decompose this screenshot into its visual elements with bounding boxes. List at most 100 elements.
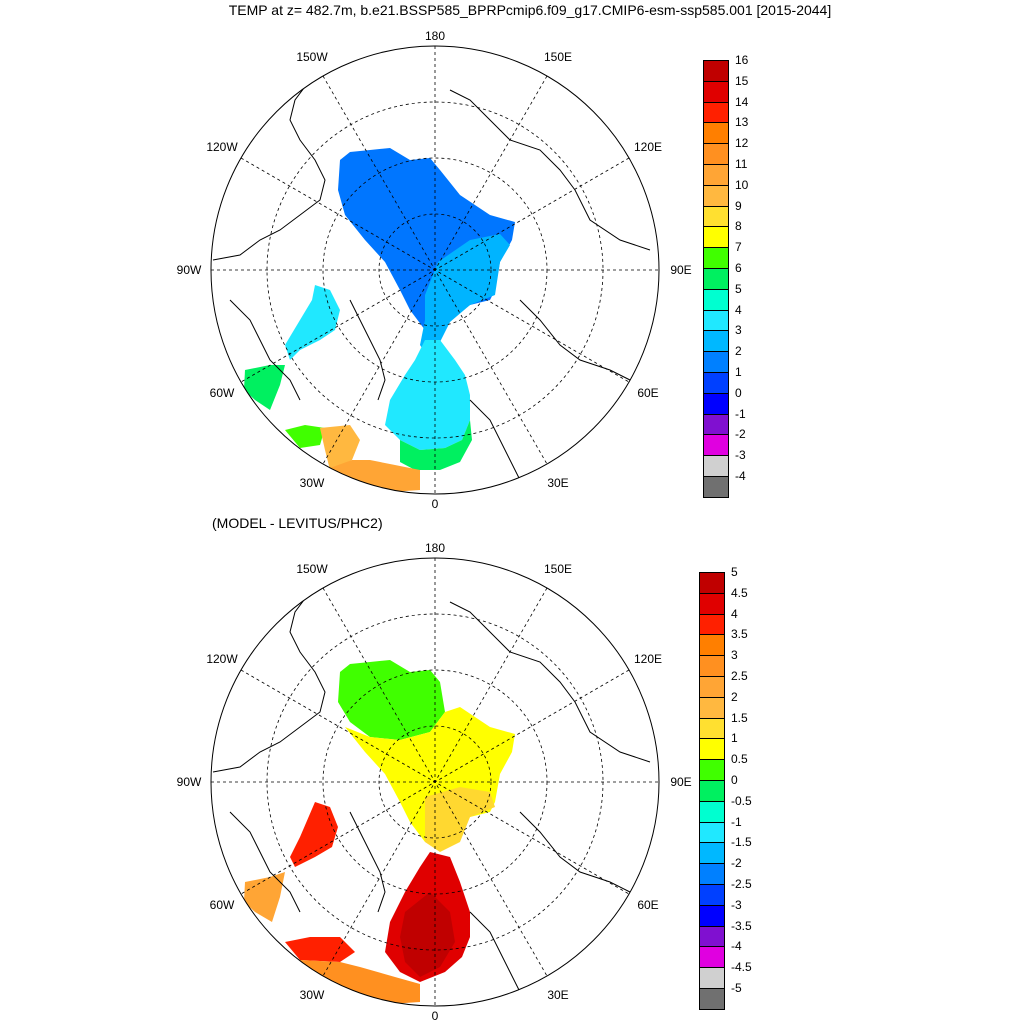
nordic-seas-warm — [400, 420, 472, 470]
canada-basin-green — [338, 660, 445, 740]
labrador-orange — [244, 872, 285, 922]
colorbar-swatch — [699, 613, 725, 636]
longitude-label: 150W — [296, 50, 328, 64]
colorbar-label: 5 — [735, 281, 742, 296]
colorbar-label: 1 — [731, 731, 738, 746]
colorbar-swatch — [703, 80, 729, 103]
colorbar-label: 14 — [735, 94, 749, 109]
longitude-label: 0 — [432, 497, 439, 511]
colorbar-swatch — [699, 904, 725, 927]
colorbar-swatch — [699, 884, 725, 906]
colorbar-swatch — [703, 60, 729, 82]
longitude-label: 120W — [206, 652, 238, 666]
colorbar-label: -1.5 — [731, 835, 752, 850]
colorbar-swatch — [703, 288, 729, 311]
colorbar-label: 7 — [735, 240, 742, 255]
colorbar-swatch — [699, 572, 725, 594]
colorbar-swatch — [699, 738, 725, 761]
nordic-seas-region — [385, 340, 470, 450]
colorbar-label: 2 — [735, 344, 742, 359]
colorbar-label: 6 — [735, 261, 742, 275]
longitude-label: 180 — [425, 29, 445, 43]
colorbar-label: -3 — [731, 897, 742, 912]
longitude-label: 120E — [634, 140, 662, 154]
longitude-label: 120W — [206, 140, 238, 154]
colorbar-swatch — [703, 205, 729, 228]
colorbar-label: 0.5 — [731, 752, 748, 767]
colorbar-swatch — [703, 268, 729, 290]
colorbar-swatch — [703, 309, 729, 332]
colorbar-label: 13 — [735, 115, 749, 130]
longitude-label: 0 — [432, 1009, 439, 1023]
colorbar-label: 10 — [735, 177, 749, 192]
colorbar-label: -4 — [731, 939, 742, 954]
longitude-label: 180 — [425, 541, 445, 555]
colorbar-label: -2 — [731, 856, 742, 871]
colorbar-swatch — [699, 676, 725, 698]
longitude-label: 60E — [637, 386, 658, 400]
baffin-red — [290, 802, 338, 867]
basin-gold — [425, 787, 495, 852]
colorbar-swatch — [703, 330, 729, 353]
polar-map-difference: 180 150E 120E 90E 60E 30E 0 30W 60W 90W 120W 150W — [177, 541, 692, 1023]
colorbar-label: -3.5 — [731, 918, 752, 933]
colorbar-swatch — [703, 351, 729, 373]
colorbar-swatch — [699, 863, 725, 885]
colorbar-swatch — [699, 925, 725, 948]
colorbar-label: 1.5 — [731, 710, 748, 725]
colorbar-label: 4.5 — [731, 585, 748, 600]
labrador-sea-region — [244, 365, 285, 410]
colorbar-swatch — [699, 634, 725, 657]
colorbar-label: 3 — [735, 323, 742, 338]
colorbar-label: 0 — [735, 385, 742, 400]
colorbar-swatch — [699, 800, 725, 823]
polar-map-temperature: 180 150E 120E 90E 60E 30E 0 30W 60W 90W 120W 150W — [177, 29, 692, 511]
colorbar-swatch — [699, 717, 725, 740]
colorbar-label: 11 — [735, 157, 748, 171]
colorbar-label: 16 — [735, 53, 749, 67]
colorbar-swatch — [703, 247, 729, 269]
colorbar-swatch — [699, 592, 725, 615]
colorbar-swatch — [703, 413, 729, 436]
longitude-label: 150W — [296, 562, 328, 576]
colorbar-swatch — [699, 842, 725, 865]
colorbar-swatch — [703, 372, 729, 394]
atlantic-orange — [300, 960, 420, 1004]
baffin-bay-region — [285, 285, 340, 360]
colorbar-swatch — [703, 122, 729, 145]
colorbar-swatch — [699, 967, 725, 989]
colorbar-swatch — [703, 164, 729, 186]
colorbar-label: 2.5 — [731, 669, 748, 683]
colorbar-label: -5 — [731, 981, 742, 995]
colorbar-label: 4 — [731, 606, 738, 621]
nordic-darkred — [400, 892, 455, 977]
longitude-label: 90W — [177, 263, 202, 277]
colorbar-label: -2 — [735, 427, 746, 442]
longitude-label: 60W — [210, 386, 235, 400]
longitude-label: 120E — [634, 652, 662, 666]
atlantic-red — [285, 937, 355, 962]
colorbar-label: 3 — [731, 648, 738, 663]
colorbar-label: -0.5 — [731, 793, 752, 808]
longitude-label: 30E — [547, 988, 568, 1002]
colorbar-label: -1 — [731, 814, 742, 829]
colorbar-swatch — [703, 455, 729, 477]
colorbar-label: 4 — [735, 302, 742, 317]
north-atlantic-warm — [285, 425, 325, 448]
colorbar-label: 1 — [735, 365, 742, 379]
colorbar-label: -4 — [735, 469, 746, 483]
colorbar-label: -4.5 — [731, 960, 752, 975]
north-atlantic-orange — [320, 425, 360, 470]
longitude-label: 150E — [544, 50, 572, 64]
colorbar-label: -3 — [735, 448, 746, 463]
longitude-label: 30W — [300, 476, 325, 490]
colorbar-swatch — [703, 476, 729, 498]
plot-title: TEMP at z= 482.7m, b.e21.BSSP585_BPRPcmi… — [228, 2, 832, 18]
colorbar-swatch — [703, 226, 729, 249]
longitude-label: 150E — [544, 562, 572, 576]
longitude-label: 30W — [300, 988, 325, 1002]
colorbar-label: 3.5 — [731, 627, 748, 642]
colorbar-label: 12 — [735, 136, 749, 151]
colorbar-label: 9 — [735, 198, 742, 213]
colorbar-label: 0 — [731, 773, 738, 787]
